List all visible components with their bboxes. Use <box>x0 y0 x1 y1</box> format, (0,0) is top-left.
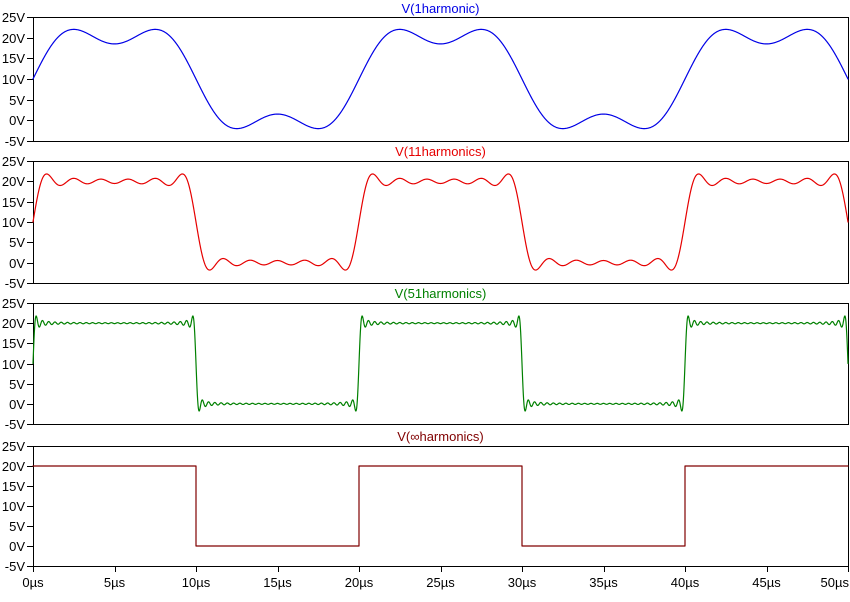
x-tick-label: 35µs <box>589 575 618 590</box>
y-tick-label: 10V <box>2 215 25 230</box>
x-axis: 0µs 5µs 10µs 15µs 20µs 25µs 30µs 35µs 40µs 45µs 50… <box>22 567 849 590</box>
y-tick-label: 5V <box>9 377 25 392</box>
trace-4 <box>32 465 849 547</box>
trace-2 <box>32 173 849 271</box>
y-tick-label: 0V <box>9 539 25 554</box>
panel-2-plot: 25V 20V 15V 10V 5V 0V -5V <box>2 154 849 291</box>
plot-box <box>33 303 849 425</box>
y-tick-label: 10V <box>2 72 25 87</box>
y-tick-label: 15V <box>2 336 25 351</box>
trace-1 <box>32 28 849 130</box>
y-tick-label: 20V <box>2 174 25 189</box>
y-tick-label: 20V <box>2 316 25 331</box>
x-tick-label: 50µs <box>821 575 850 590</box>
panel-2-title: V(11harmonics) <box>395 144 486 159</box>
x-tick-label: 0µs <box>22 575 44 590</box>
x-tick-label: 20µs <box>345 575 374 590</box>
y-tick-label: 0V <box>9 256 25 271</box>
y-tick-label: 25V <box>2 439 25 454</box>
y-tick-label: 5V <box>9 235 25 250</box>
y-tick-label: 15V <box>2 51 25 66</box>
x-tick-label: 25µs <box>426 575 455 590</box>
plot-box <box>33 446 849 567</box>
y-tick-label: 20V <box>2 31 25 46</box>
y-tick-label: 25V <box>2 154 25 169</box>
x-tick-label: 40µs <box>671 575 700 590</box>
plot-box <box>33 161 849 284</box>
y-tick-label: 5V <box>9 93 25 108</box>
y-tick-label: -5V <box>5 417 26 432</box>
y-tick-label: 0V <box>9 113 25 128</box>
x-tick-label: 30µs <box>508 575 537 590</box>
y-tick-label: 20V <box>2 459 25 474</box>
y-tick-label: 0V <box>9 397 25 412</box>
x-tick-label: 10µs <box>182 575 211 590</box>
y-tick-label: 15V <box>2 479 25 494</box>
panel-4-title: V(∞harmonics) <box>397 429 484 444</box>
y-tick-label: 25V <box>2 296 25 311</box>
panel-1-plot: 25V 20V 15V 10V 5V 0V -5V <box>2 10 849 149</box>
panel-1-title: V(1harmonic) <box>401 1 480 16</box>
trace-3 <box>32 315 849 412</box>
panel-4-plot: 25V 20V 15V 10V 5V 0V -5V <box>2 439 849 574</box>
x-tick-label: 15µs <box>263 575 292 590</box>
x-tick-label: 5µs <box>104 575 126 590</box>
y-tick-label: 15V <box>2 195 25 210</box>
panel-3-plot: 25V 20V 15V 10V 5V 0V -5V <box>2 296 849 432</box>
y-tick-label: 10V <box>2 499 25 514</box>
y-tick-label: 25V <box>2 10 25 25</box>
y-tick-label: 5V <box>9 519 25 534</box>
y-tick-label: -5V <box>5 276 26 291</box>
x-tick-label: 45µs <box>752 575 781 590</box>
plot-box <box>33 17 849 142</box>
panel-3-title: V(51harmonics) <box>394 286 487 301</box>
y-tick-label: -5V <box>5 134 26 149</box>
y-tick-label: -5V <box>5 559 26 574</box>
y-tick-label: 10V <box>2 357 25 372</box>
